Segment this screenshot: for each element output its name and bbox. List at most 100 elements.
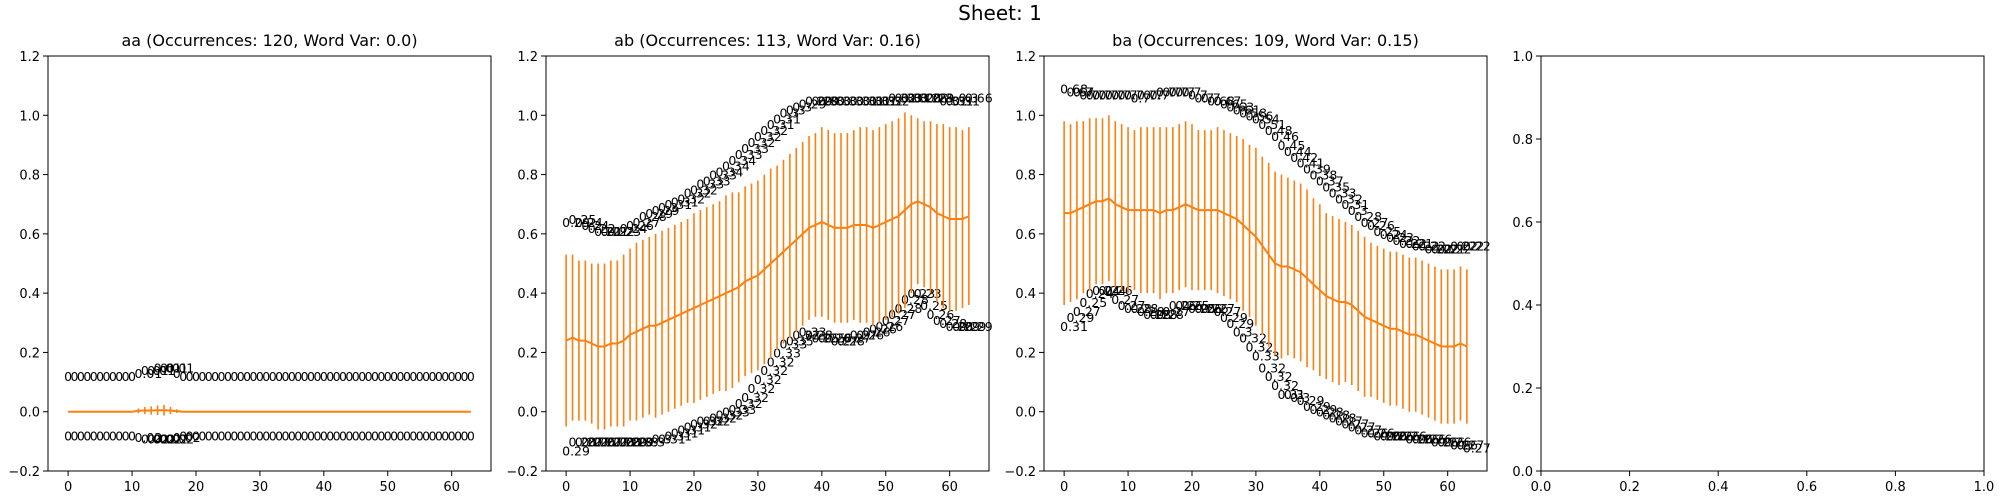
x-tick-label: 10 bbox=[622, 480, 639, 495]
data-label: 0 bbox=[429, 428, 437, 443]
series-1 bbox=[68, 404, 471, 416]
data-label: 0.27 bbox=[594, 434, 622, 449]
data-label: 0.28 bbox=[1354, 209, 1382, 224]
data-label: 0.7 bbox=[1098, 88, 1118, 103]
data-label: 0 bbox=[403, 369, 411, 384]
data-label: 0.28 bbox=[946, 319, 974, 334]
data-label: 0.22 bbox=[1412, 239, 1440, 254]
data-label: 0.28 bbox=[639, 209, 667, 224]
data-label: 0.38 bbox=[1309, 168, 1337, 183]
data-label: 0.3 bbox=[837, 93, 857, 108]
data-label: 0 bbox=[365, 428, 373, 443]
data-label: 0.31 bbox=[684, 420, 712, 435]
data-label: 0.27 bbox=[1348, 420, 1376, 435]
subplot-2: ab (Occurrences: 113, Word Var: 0.16) 0.2… bbox=[506, 31, 992, 495]
data-label: 0.66 bbox=[965, 91, 993, 106]
data-label: 0.68 bbox=[1207, 93, 1235, 108]
data-label: 0.7 bbox=[1105, 88, 1125, 103]
data-label: 0.28 bbox=[914, 91, 942, 106]
data-label: 0.24 bbox=[581, 218, 609, 233]
data-label: 0.31 bbox=[856, 93, 884, 108]
data-label: 0 bbox=[64, 428, 72, 443]
subplot-3: ba (Occurrences: 109, Word Var: 0.15) 0.6… bbox=[1004, 31, 1490, 495]
data-label: 0 bbox=[377, 428, 385, 443]
y-tick-label: 0.8 bbox=[1015, 169, 1036, 184]
data-label: 0.26 bbox=[1399, 428, 1427, 443]
data-label: 0 bbox=[448, 428, 456, 443]
data-label: 0.32 bbox=[709, 411, 737, 426]
data-label: 0.31 bbox=[869, 93, 897, 108]
data-label: 0.31 bbox=[939, 93, 967, 108]
data-label: 0.26 bbox=[1105, 283, 1133, 298]
data-label: 0.27 bbox=[632, 215, 660, 230]
data-label: 0 bbox=[224, 369, 232, 384]
data-label: 0.27 bbox=[1354, 423, 1382, 438]
data-label: 0.7 bbox=[1194, 91, 1214, 106]
data-label: 0 bbox=[83, 369, 91, 384]
data-label: 0 bbox=[384, 369, 392, 384]
series-1 bbox=[565, 112, 970, 430]
data-label: 0.7 bbox=[1175, 85, 1195, 100]
data-label: 0.27 bbox=[1073, 304, 1101, 319]
data-label: 0.32 bbox=[735, 396, 763, 411]
data-label: 0 bbox=[64, 369, 72, 384]
x-tick-label: 60 bbox=[443, 480, 460, 495]
data-label: 0 bbox=[435, 369, 443, 384]
y-tick-label: 0.6 bbox=[517, 228, 538, 243]
data-label: 0.32 bbox=[888, 91, 916, 106]
y-tick-label: −0.2 bbox=[8, 465, 40, 480]
data-label: 0.31 bbox=[863, 93, 891, 108]
data-label: 0 bbox=[230, 428, 238, 443]
data-label: 0 bbox=[320, 369, 328, 384]
x-tick-label: 20 bbox=[188, 480, 205, 495]
data-label: 0.21 bbox=[1405, 236, 1433, 251]
data-label: 0 bbox=[371, 369, 379, 384]
data-label: 0.32 bbox=[684, 185, 712, 200]
data-label: 0.33 bbox=[799, 325, 827, 340]
data-label: 0.28 bbox=[1156, 307, 1184, 322]
data-label: 0.01 bbox=[134, 366, 162, 381]
data-label: 0.29 bbox=[626, 434, 654, 449]
data-label: 0 bbox=[333, 428, 341, 443]
data-label: 0.26 bbox=[1412, 431, 1440, 446]
data-label: 0.7 bbox=[1156, 85, 1176, 100]
data-label: 0.3 bbox=[933, 91, 953, 106]
data-label: 0.01 bbox=[166, 360, 194, 375]
x-tick-label: 0.2 bbox=[1619, 480, 1640, 495]
x-tick-label: 50 bbox=[379, 480, 396, 495]
data-label: 0.21 bbox=[594, 224, 622, 239]
data-label: 0.22 bbox=[1425, 242, 1453, 257]
data-label: 0 bbox=[179, 369, 187, 384]
data-label: 0 bbox=[441, 428, 449, 443]
data-label: 0 bbox=[275, 369, 283, 384]
data-label: 0.29 bbox=[652, 203, 680, 218]
data-label: 0.32 bbox=[754, 372, 782, 387]
data-label: 0.22 bbox=[1431, 242, 1459, 257]
data-label: 0 bbox=[288, 369, 296, 384]
data-label: 0 bbox=[326, 428, 334, 443]
x-tick-label: 50 bbox=[1375, 480, 1392, 495]
data-label: 0.33 bbox=[741, 141, 769, 156]
data-label: 0.33 bbox=[1252, 348, 1280, 363]
data-label: 0.26 bbox=[1175, 298, 1203, 313]
data-label: 0.28 bbox=[920, 91, 948, 106]
data-label: 0.28 bbox=[1329, 411, 1357, 426]
data-label: 0.31 bbox=[850, 93, 878, 108]
data-label: 0.56 bbox=[1246, 108, 1274, 123]
data-label: 0.29 bbox=[1309, 402, 1337, 417]
x-tick-label: 40 bbox=[814, 480, 831, 495]
data-label: 0.29 bbox=[952, 319, 980, 334]
data-label: 0.31 bbox=[664, 428, 692, 443]
data-label: 0.7 bbox=[1092, 88, 1112, 103]
data-label: 0 bbox=[205, 369, 213, 384]
data-label: 0 bbox=[115, 428, 123, 443]
data-label: 0.7 bbox=[1201, 91, 1221, 106]
series-1 bbox=[1063, 115, 1468, 424]
data-label: 0 bbox=[333, 369, 341, 384]
data-label: 0.32 bbox=[741, 390, 769, 405]
data-label: 0.54 bbox=[1252, 111, 1280, 126]
data-label: 0 bbox=[345, 428, 353, 443]
data-label: 0.33 bbox=[773, 345, 801, 360]
data-label: 0.29 bbox=[562, 443, 590, 458]
data-label: 0.7 bbox=[1182, 85, 1202, 100]
